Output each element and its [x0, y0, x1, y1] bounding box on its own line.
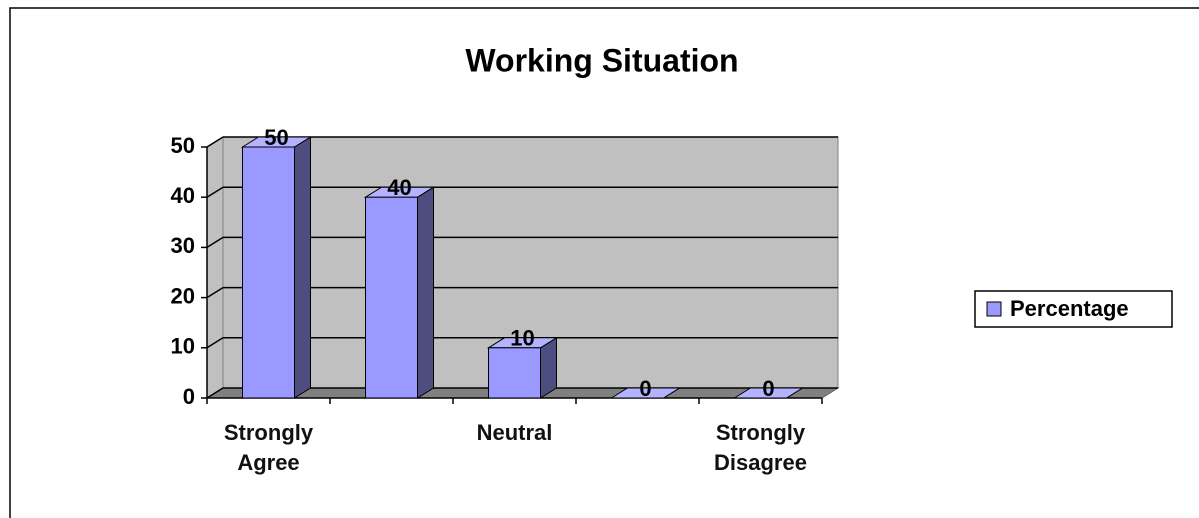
bar — [486, 336, 559, 399]
side-wall — [206, 136, 224, 399]
y-tick-label: 30 — [171, 233, 195, 258]
side-grid-line — [206, 286, 224, 299]
bar — [732, 387, 805, 399]
y-tick-label: 10 — [171, 334, 195, 359]
bar-front — [242, 146, 295, 399]
value-label: 40 — [387, 175, 411, 200]
bar — [609, 387, 682, 399]
bar — [363, 186, 436, 399]
legend-box — [974, 290, 1173, 328]
y-tick-label: 40 — [171, 183, 195, 208]
value-label: 10 — [510, 326, 534, 351]
value-label: 0 — [762, 376, 774, 401]
x-tick-label: Neutral — [476, 420, 553, 445]
bar-side — [417, 186, 434, 399]
side-grid-line — [206, 337, 224, 349]
y-tick-label: 0 — [183, 384, 195, 409]
bar-front — [365, 196, 418, 399]
bar-front — [488, 347, 541, 399]
legend-label: Percentage — [1010, 296, 1129, 321]
y-tick-label: 50 — [171, 133, 195, 158]
side-grid-line — [206, 186, 224, 198]
chart-title: Working Situation — [465, 42, 738, 78]
x-tick-label: Strongly Disagree — [714, 420, 807, 475]
bar-side — [294, 136, 311, 399]
side-grid-line — [206, 236, 224, 249]
value-label: 0 — [639, 376, 651, 401]
x-tick-label: Strongly Agree — [223, 420, 314, 475]
y-tick-label: 20 — [171, 283, 195, 308]
side-grid-line — [206, 387, 224, 399]
bar-top — [732, 387, 805, 399]
bar — [240, 136, 313, 399]
bar-top — [609, 387, 682, 399]
side-grid-line — [206, 136, 224, 148]
value-label: 50 — [264, 125, 288, 150]
legend-swatch — [986, 301, 1002, 317]
